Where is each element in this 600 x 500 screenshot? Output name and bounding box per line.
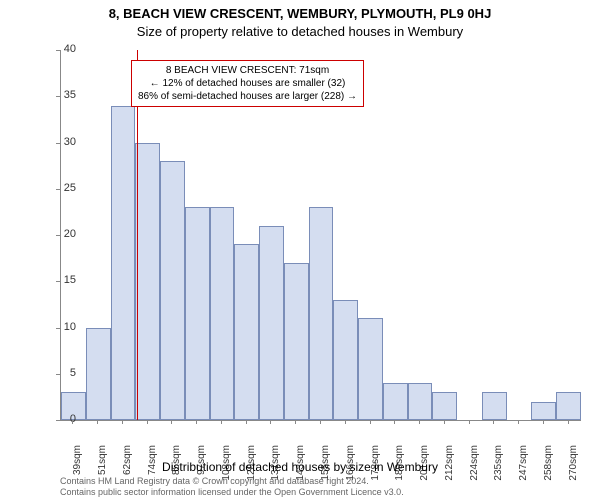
x-tick-mark [246,420,247,424]
histogram-bar [210,207,235,420]
x-tick-mark [147,420,148,424]
chart-container: 8, BEACH VIEW CRESCENT, WEMBURY, PLYMOUT… [0,0,600,500]
x-tick-mark [97,420,98,424]
y-tick-label: 15 [46,274,76,286]
y-tick-mark [56,281,60,282]
histogram-bar [333,300,358,420]
y-tick-mark [56,96,60,97]
y-tick-label: 40 [46,43,76,55]
annotation-line2: ← 12% of detached houses are smaller (32… [138,77,357,90]
histogram-bar [556,392,581,420]
y-tick-mark [56,420,60,421]
annotation-box: 8 BEACH VIEW CRESCENT: 71sqm← 12% of det… [131,60,364,107]
histogram-bar [135,143,160,421]
x-tick-mark [518,420,519,424]
y-tick-label: 30 [46,136,76,148]
x-tick-mark [270,420,271,424]
x-tick-mark [543,420,544,424]
histogram-bar [432,392,457,420]
x-tick-mark [320,420,321,424]
histogram-bar [160,161,185,420]
x-axis-label: Distribution of detached houses by size … [0,460,600,474]
histogram-bar [185,207,210,420]
x-tick-mark [196,420,197,424]
footnote: Contains HM Land Registry data © Crown c… [60,476,404,498]
x-tick-mark [345,420,346,424]
annotation-line1: 8 BEACH VIEW CRESCENT: 71sqm [138,64,357,77]
x-tick-mark [171,420,172,424]
histogram-bar [309,207,334,420]
histogram-bar [234,244,259,420]
histogram-bar [284,263,309,420]
annotation-line3: 86% of semi-detached houses are larger (… [138,90,357,103]
y-tick-mark [56,50,60,51]
chart-subtitle: Size of property relative to detached ho… [0,24,600,39]
x-tick-mark [72,420,73,424]
y-tick-mark [56,143,60,144]
histogram-bar [408,383,433,420]
x-tick-mark [394,420,395,424]
x-tick-mark [444,420,445,424]
y-tick-label: 20 [46,228,76,240]
footnote-line1: Contains HM Land Registry data © Crown c… [60,476,404,487]
histogram-bar [482,392,507,420]
y-tick-mark [56,189,60,190]
x-tick-mark [370,420,371,424]
histogram-bar [358,318,383,420]
x-tick-mark [122,420,123,424]
x-tick-mark [469,420,470,424]
y-tick-label: 35 [46,89,76,101]
histogram-bar [531,402,556,421]
y-tick-label: 25 [46,182,76,194]
y-tick-label: 5 [46,367,76,379]
x-tick-mark [568,420,569,424]
x-tick-mark [419,420,420,424]
x-tick-mark [493,420,494,424]
y-tick-mark [56,235,60,236]
y-tick-mark [56,328,60,329]
x-tick-mark [295,420,296,424]
x-tick-mark [221,420,222,424]
histogram-bar [86,328,111,421]
histogram-bar [383,383,408,420]
chart-title-address: 8, BEACH VIEW CRESCENT, WEMBURY, PLYMOUT… [0,6,600,21]
y-tick-mark [56,374,60,375]
plot-area: 8 BEACH VIEW CRESCENT: 71sqm← 12% of det… [60,50,581,421]
y-tick-label: 10 [46,321,76,333]
footnote-line2: Contains public sector information licen… [60,487,404,498]
histogram-bar [111,106,136,421]
histogram-bar [259,226,284,420]
